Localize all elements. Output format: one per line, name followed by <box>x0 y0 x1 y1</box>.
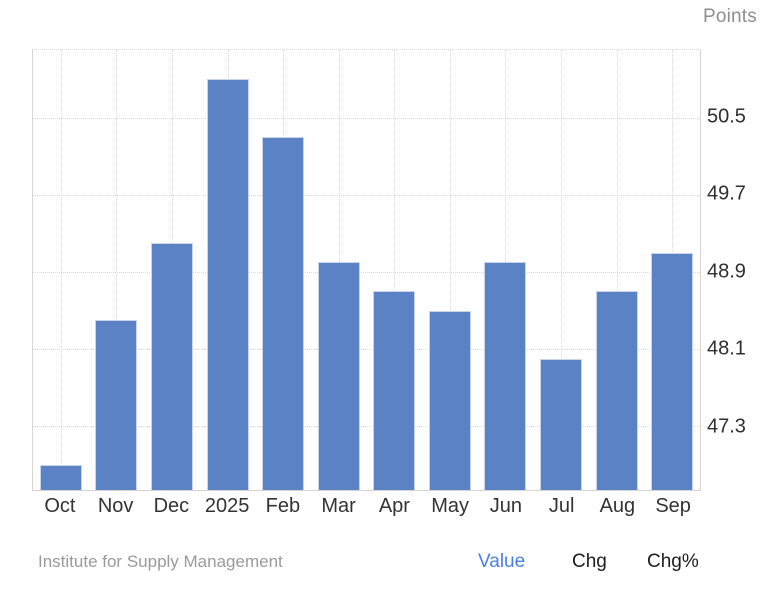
x-tick-label: Sep <box>655 495 691 517</box>
bar-oct[interactable] <box>39 464 82 490</box>
v-gridline <box>394 50 396 490</box>
x-tick-label: Mar <box>321 495 356 517</box>
x-tick-label: Apr <box>378 495 410 517</box>
y-axis-labels: 50.5 49.7 48.9 48.1 47.3 <box>707 49 761 491</box>
x-tick-label: Nov <box>97 495 134 517</box>
y-tick-label: 49.7 <box>707 182 746 205</box>
v-gridline <box>116 50 118 490</box>
bar-feb[interactable] <box>262 136 305 490</box>
bar-may[interactable] <box>428 310 471 490</box>
bar-2025[interactable] <box>206 78 249 490</box>
v-gridline <box>616 50 618 490</box>
x-tick-label: Dec <box>153 495 190 517</box>
bar-slot <box>255 50 311 490</box>
bar-slot <box>200 50 256 490</box>
y-axis-title: Points <box>702 6 757 27</box>
bar-dec[interactable] <box>150 242 193 490</box>
bar-jun[interactable] <box>484 262 527 490</box>
v-gridline <box>449 50 451 490</box>
x-tick-label: Jun <box>489 495 522 517</box>
bar-slot <box>366 50 422 490</box>
y-tick-label: 48.9 <box>707 260 746 283</box>
bar-mar[interactable] <box>317 262 360 490</box>
h-gridline <box>33 271 700 273</box>
x-tick-label: 2025 <box>204 495 250 517</box>
bar-slot <box>478 50 534 490</box>
source-link[interactable]: Institute for Supply Management <box>38 552 283 571</box>
plot-area <box>32 49 701 491</box>
bar-jul[interactable] <box>539 358 582 490</box>
x-tick-label: Aug <box>599 495 636 517</box>
y-tick-label: 47.3 <box>707 415 746 438</box>
x-tick-label: May <box>431 495 470 517</box>
bar-slot <box>589 50 645 490</box>
h-gridline <box>33 426 700 428</box>
bar-sep[interactable] <box>651 252 694 490</box>
bar-nov[interactable] <box>95 320 138 490</box>
x-tick-label: Feb <box>265 495 301 517</box>
bar-slot <box>33 50 89 490</box>
bar-slot <box>533 50 589 490</box>
y-tick-label: 48.1 <box>707 337 746 360</box>
v-gridline <box>560 50 562 490</box>
bar-slot <box>422 50 478 490</box>
y-tick-label: 50.5 <box>707 105 746 128</box>
bar-slot <box>144 50 200 490</box>
h-gridline <box>33 194 700 196</box>
bar-slot <box>644 50 700 490</box>
bar-slot <box>89 50 145 490</box>
v-gridline <box>60 50 62 490</box>
h-gridline <box>33 349 700 351</box>
bar-apr[interactable] <box>373 291 416 490</box>
tab-value[interactable]: Value <box>478 551 526 572</box>
bar-slot <box>311 50 367 490</box>
x-tick-label: Oct <box>44 495 76 517</box>
x-tick-label: Jul <box>548 495 575 517</box>
x-axis-labels: Oct Nov Dec 2025 Feb Mar Apr May Jun Jul Aug Sep <box>32 495 701 518</box>
h-gridline <box>33 117 700 119</box>
bar-aug[interactable] <box>595 291 638 490</box>
tab-chg[interactable]: Chg <box>572 551 607 572</box>
tab-chg[interactable]: Chg% <box>647 551 699 572</box>
bars-row <box>33 50 700 490</box>
